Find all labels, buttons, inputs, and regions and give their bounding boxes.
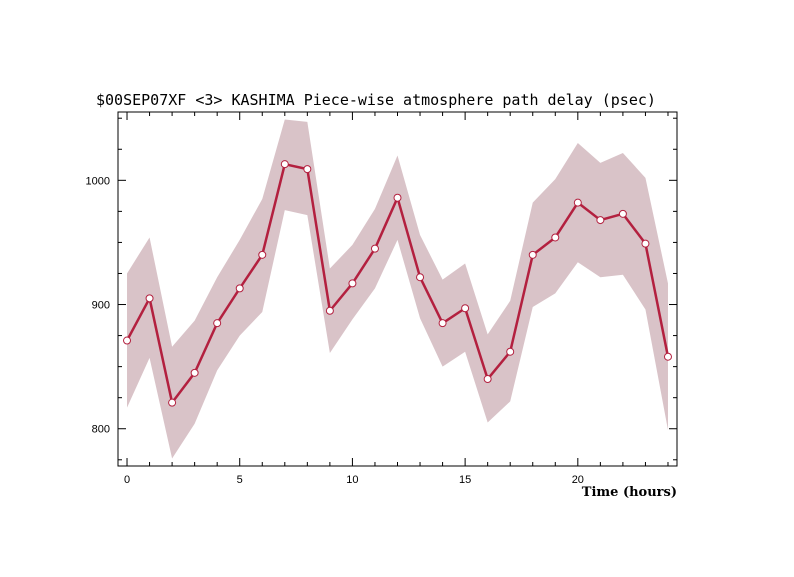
axes: 0 5 10 15 20 800 900 1000 [86,112,677,486]
data-point [190,368,199,377]
data-point [573,198,582,207]
data-point [663,352,672,361]
data-point [348,279,357,288]
x-axis-title: Time (hours) [582,485,677,500]
data-point [370,244,379,253]
data-point [123,336,132,345]
x-tick-label: 10 [346,474,358,486]
x-tick-label: 15 [459,474,471,486]
data-point [213,319,222,328]
data-point [145,294,154,303]
x-tick-label: 20 [572,474,584,486]
x-tick-label: 0 [124,474,130,486]
chart-title: $00SEP07XF <3> KASHIMA Piece-wise atmosp… [96,91,656,109]
data-point [303,165,312,174]
data-point [596,216,605,225]
data-point [641,239,650,248]
data-point [416,273,425,282]
data-point [280,160,289,169]
data-point [258,250,267,259]
data-point [506,347,515,356]
data-point [393,193,402,202]
uncertainty-band [127,119,668,459]
data-point [551,233,560,242]
y-tick-label: 900 [92,300,110,312]
y-tick-label: 1000 [86,175,110,187]
data-point [528,250,537,259]
y-tick-label: 800 [92,424,110,436]
data-point [168,398,177,407]
plot-area [123,119,672,459]
data-point [461,304,470,313]
x-tick-label: 5 [237,474,243,486]
data-point [235,284,244,293]
data-point [438,319,447,328]
data-point [325,306,334,315]
data-point [483,375,492,384]
data-point [618,209,627,218]
